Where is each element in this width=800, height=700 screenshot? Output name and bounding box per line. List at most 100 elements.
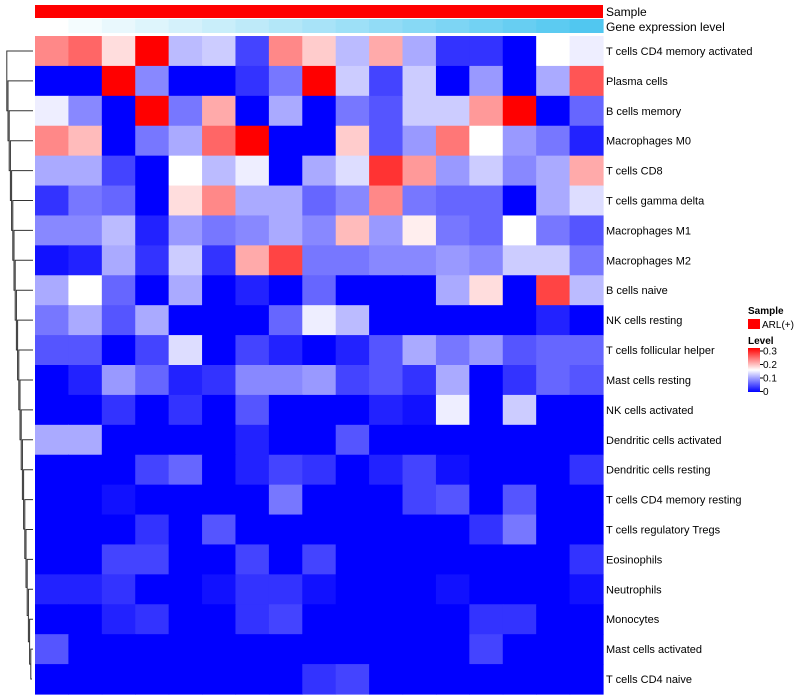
heatmap-cell-r3-c13: [469, 125, 504, 157]
heatmap-cell-r8-c9: [335, 275, 370, 306]
heatmap-cell-r10-c11: [402, 335, 437, 366]
heatmap-cell-r16-c15: [536, 514, 571, 546]
heatmap-cell-r20-c8: [302, 634, 337, 665]
heatmap-cell-r11-c15: [536, 365, 571, 396]
heatmap-cell-r13-c5: [202, 424, 237, 456]
heatmap-cell-r12-c12: [435, 394, 470, 426]
heatmap-cell-r2-c3: [135, 95, 170, 127]
heatmap-cell-r2-c4: [168, 95, 203, 127]
heatmap-cell-r15-c1: [68, 484, 103, 516]
heatmap-cell-r19-c14: [502, 604, 537, 635]
heatmap-cell-r9-c14: [502, 305, 537, 336]
row-label: B cells memory: [606, 106, 682, 118]
row-label: Macrophages M0: [606, 136, 691, 148]
heatmap-cell-r14-c7: [268, 454, 303, 486]
heatmap-cell-r0-c7: [268, 36, 303, 67]
heatmap-cell-r9-c16: [569, 305, 604, 336]
heatmap-cell-r14-c3: [135, 454, 170, 486]
heatmap-cells: [35, 36, 604, 695]
heatmap-cell-r12-c3: [135, 394, 170, 426]
heatmap-cell-r5-c2: [101, 185, 136, 217]
annotation-cell-gene-expression: [469, 19, 504, 33]
heatmap-cell-r7-c4: [168, 245, 203, 276]
heatmap-cell-r16-c11: [402, 514, 437, 546]
heatmap-cell-r21-c5: [202, 664, 237, 695]
heatmap-cell-r13-c8: [302, 424, 337, 456]
heatmap-cell-r21-c8: [302, 664, 337, 695]
heatmap-cell-r12-c2: [101, 394, 136, 426]
heatmap-cell-r8-c4: [168, 275, 203, 306]
heatmap-cell-r17-c11: [402, 544, 437, 575]
heatmap-cell-r3-c14: [502, 125, 537, 157]
heatmap-cell-r19-c7: [268, 604, 303, 635]
heatmap-cell-r1-c6: [235, 65, 270, 97]
heatmap-cell-r21-c4: [168, 664, 203, 695]
heatmap-cell-r8-c0: [35, 275, 70, 306]
row-label: Eosinophils: [606, 554, 663, 566]
heatmap-cell-r9-c1: [68, 305, 103, 336]
heatmap-cell-r16-c3: [135, 514, 170, 546]
heatmap-cell-r2-c11: [402, 95, 437, 127]
heatmap-cell-r11-c11: [402, 365, 437, 396]
heatmap-cell-r17-c4: [168, 544, 203, 575]
heatmap-cell-r18-c15: [536, 574, 571, 605]
heatmap-cell-r8-c11: [402, 275, 437, 306]
heatmap-cell-r21-c13: [469, 664, 504, 695]
heatmap-cell-r7-c13: [469, 245, 504, 276]
heatmap-cell-r10-c5: [202, 335, 237, 366]
heatmap-cell-r6-c8: [302, 215, 337, 246]
heatmap-cell-r9-c13: [469, 305, 504, 336]
heatmap-cell-r11-c2: [101, 365, 136, 396]
annotation-cell-gene-expression: [35, 19, 70, 33]
heatmap-cell-r21-c9: [335, 664, 370, 695]
heatmap-cell-r21-c1: [68, 664, 103, 695]
heatmap-cell-r7-c2: [101, 245, 136, 276]
heatmap-cell-r11-c3: [135, 365, 170, 396]
heatmap-cell-r14-c8: [302, 454, 337, 486]
heatmap-cell-r3-c2: [101, 125, 136, 157]
heatmap-cell-r5-c9: [335, 185, 370, 217]
heatmap-cell-r3-c12: [435, 125, 470, 157]
annotation-cell-gene-expression: [569, 19, 604, 33]
heatmap-cell-r0-c8: [302, 36, 337, 67]
heatmap-cell-r4-c16: [569, 155, 604, 187]
heatmap-cell-r11-c10: [369, 365, 404, 396]
heatmap-cell-r6-c4: [168, 215, 203, 246]
heatmap-cell-r17-c3: [135, 544, 170, 575]
legend-level-colorbar: [748, 348, 760, 392]
heatmap-cell-r5-c8: [302, 185, 337, 217]
heatmap-cell-r1-c14: [502, 65, 537, 97]
heatmap-cell-r14-c14: [502, 454, 537, 486]
heatmap-cell-r15-c14: [502, 484, 537, 516]
legend-level-tick-label: 0.3: [763, 347, 777, 358]
heatmap-cell-r9-c11: [402, 305, 437, 336]
heatmap-cell-r21-c6: [235, 664, 270, 695]
row-dendrogram: [6, 50, 33, 680]
row-label: B cells naive: [606, 285, 668, 297]
heatmap-cell-r2-c16: [569, 95, 604, 127]
heatmap-cell-r5-c3: [135, 185, 170, 217]
annotation-cell-gene-expression: [536, 19, 571, 33]
legend-level-title: Level: [748, 336, 774, 347]
heatmap-cell-r11-c5: [202, 365, 237, 396]
heatmap-cell-r7-c14: [502, 245, 537, 276]
heatmap-cell-r10-c14: [502, 335, 537, 366]
heatmap-cell-r21-c15: [536, 664, 571, 695]
heatmap-cell-r9-c8: [302, 305, 337, 336]
heatmap-cell-r3-c16: [569, 125, 604, 157]
row-label: Monocytes: [606, 614, 660, 626]
heatmap-cell-r8-c12: [435, 275, 470, 306]
legend-level-tick-label: 0: [763, 387, 769, 398]
heatmap-cell-r3-c7: [268, 125, 303, 157]
heatmap-cell-r10-c7: [268, 335, 303, 366]
row-label: Plasma cells: [606, 76, 668, 88]
heatmap-cell-r10-c8: [302, 335, 337, 366]
heatmap-cell-r5-c14: [502, 185, 537, 217]
heatmap-cell-r1-c3: [135, 65, 170, 97]
heatmap-cell-r7-c9: [335, 245, 370, 276]
heatmap-cell-r13-c14: [502, 424, 537, 456]
heatmap-cell-r16-c10: [369, 514, 404, 546]
heatmap-cell-r10-c3: [135, 335, 170, 366]
heatmap-cell-r0-c10: [369, 36, 404, 67]
heatmap-cell-r10-c4: [168, 335, 203, 366]
